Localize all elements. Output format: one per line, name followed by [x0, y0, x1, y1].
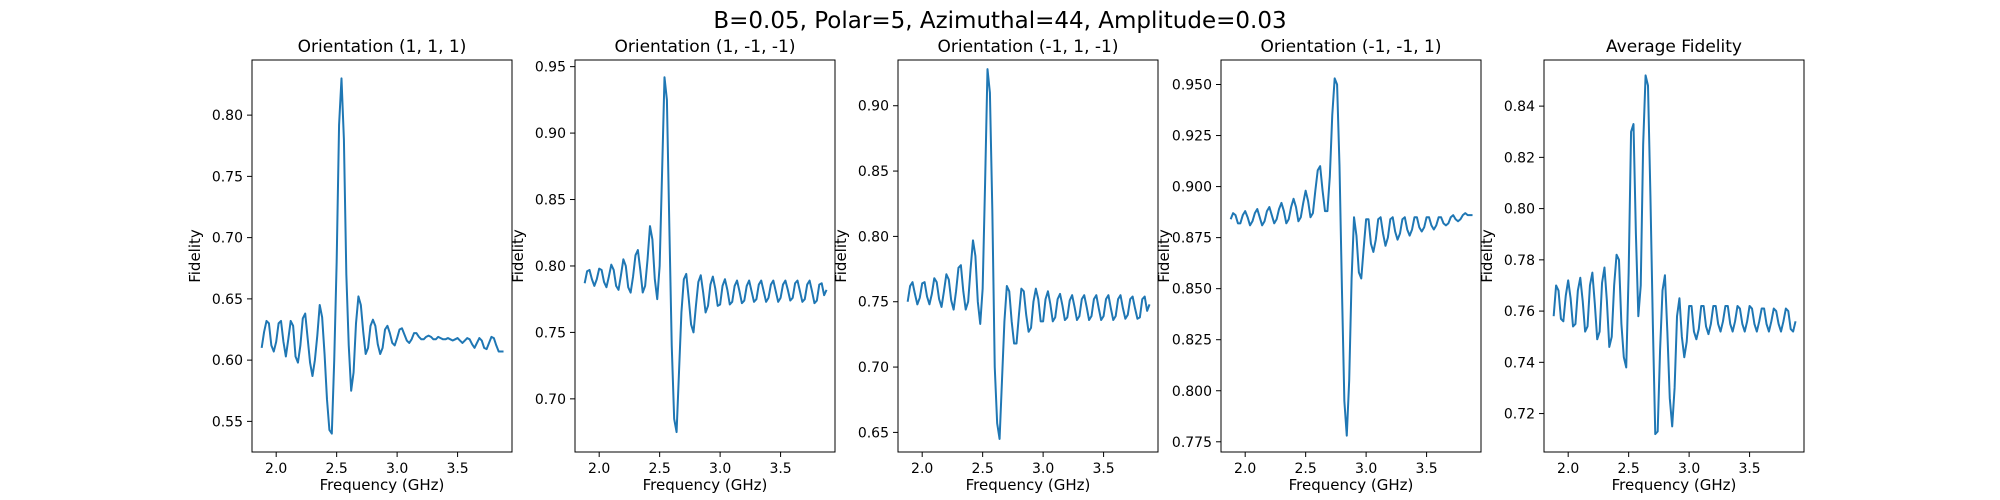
x-axis-label: Frequency (GHz): [1289, 476, 1414, 494]
y-tick-label: 0.75: [858, 295, 889, 311]
x-tick-label: 2.0: [1557, 461, 1579, 477]
y-tick-label: 0.90: [858, 99, 889, 115]
x-tick-label: 3.5: [446, 461, 468, 477]
x-axis-label: Frequency (GHz): [643, 476, 768, 494]
y-axis-label: Fidelity: [1478, 229, 1496, 283]
x-tick-label: 2.5: [649, 461, 671, 477]
fidelity-series-line: [260, 77, 504, 435]
x-tick-label: 2.0: [588, 461, 610, 477]
y-tick-label: 0.825: [1172, 333, 1212, 349]
x-tick-label: 2.5: [326, 461, 348, 477]
y-tick-label: 0.82: [1504, 150, 1535, 166]
axes-frame: [897, 59, 1159, 453]
fidelity-series-line: [1229, 77, 1473, 437]
y-tick-label: 0.65: [858, 425, 889, 441]
y-tick-label: 0.875: [1172, 231, 1212, 247]
axes-frame: [1543, 59, 1805, 453]
y-tick-label: 0.850: [1172, 282, 1212, 298]
y-tick-label: 0.84: [1504, 99, 1535, 115]
x-axis-label: Frequency (GHz): [320, 476, 445, 494]
x-tick-label: 3.5: [769, 461, 791, 477]
x-tick-label: 3.0: [1678, 461, 1700, 477]
x-tick-label: 2.5: [972, 461, 994, 477]
subplot-title: Average Fidelity: [1606, 37, 1742, 57]
y-tick-label: 0.76: [1504, 304, 1535, 320]
axes-frame: [574, 59, 836, 453]
x-tick-label: 3.0: [1032, 461, 1054, 477]
x-tick-label: 3.5: [1738, 461, 1760, 477]
y-axis-label: Fidelity: [509, 229, 527, 283]
y-tick-label: 0.85: [535, 193, 566, 209]
y-tick-label: 0.70: [212, 231, 243, 247]
y-tick-label: 0.75: [535, 325, 566, 341]
fidelity-series-line: [583, 76, 828, 434]
y-tick-label: 0.80: [858, 229, 889, 245]
x-axis-label: Frequency (GHz): [966, 476, 1091, 494]
y-tick-label: 0.65: [212, 292, 243, 308]
y-tick-label: 0.70: [858, 360, 889, 376]
x-tick-label: 3.0: [1355, 461, 1377, 477]
y-tick-label: 0.925: [1172, 129, 1212, 145]
subplot-title: Orientation (1, 1, 1): [298, 37, 467, 57]
y-tick-label: 0.75: [212, 169, 243, 185]
x-tick-label: 2.5: [1295, 461, 1317, 477]
y-axis-label: Fidelity: [1155, 229, 1173, 283]
y-tick-label: 0.950: [1172, 78, 1212, 94]
subplots: 2.0 2.5 3.0 3.5 0.55 0.60 0.65 0.70 0.75 0.80 Orie…: [186, 37, 1805, 494]
fidelity-series-line: [906, 68, 1151, 440]
x-tick-label: 3.0: [386, 461, 408, 477]
y-axis-label: Fidelity: [832, 229, 850, 283]
subplot-3: 2.0 2.5 3.0 3.5 0.65 0.70 0.75 0.80 0.85 0.90 Orie…: [832, 37, 1159, 494]
y-tick-label: 0.95: [535, 60, 566, 76]
x-tick-label: 3.5: [1415, 461, 1437, 477]
subplot-4: 2.0 2.5 3.0 3.5 0.775 0.800 0.825 0.850 0.875 0.9…: [1155, 37, 1482, 494]
subplot-1: 2.0 2.5 3.0 3.5 0.55 0.60 0.65 0.70 0.75 0.80 Orie…: [186, 37, 513, 494]
x-tick-label: 2.0: [911, 461, 933, 477]
y-tick-label: 0.900: [1172, 180, 1212, 196]
x-tick-label: 2.0: [1234, 461, 1256, 477]
y-tick-label: 0.72: [1504, 407, 1535, 423]
y-tick-label: 0.80: [535, 259, 566, 275]
y-axis-label: Fidelity: [186, 229, 204, 283]
subplot-title: Orientation (-1, -1, 1): [1261, 37, 1442, 57]
axes-frame: [1220, 59, 1482, 453]
subplot-title: Orientation (1, -1, -1): [615, 37, 796, 57]
y-tick-label: 0.775: [1172, 435, 1212, 451]
y-tick-label: 0.90: [535, 126, 566, 142]
y-tick-label: 0.55: [212, 414, 243, 430]
x-tick-label: 2.0: [265, 461, 287, 477]
y-tick-label: 0.85: [858, 164, 889, 180]
axes-frame: [251, 59, 513, 453]
y-tick-label: 0.60: [212, 353, 243, 369]
x-tick-label: 2.5: [1618, 461, 1640, 477]
y-tick-label: 0.80: [1504, 202, 1535, 218]
subplot-5: 2.0 2.5 3.0 3.5 0.72 0.74 0.76 0.78 0.80 0.82 0.84…: [1478, 37, 1805, 494]
y-tick-label: 0.70: [535, 392, 566, 408]
x-axis-label: Frequency (GHz): [1612, 476, 1737, 494]
y-tick-label: 0.78: [1504, 253, 1535, 269]
fidelity-series-line: [1552, 74, 1797, 436]
y-tick-label: 0.800: [1172, 384, 1212, 400]
y-tick-label: 0.74: [1504, 355, 1535, 371]
subplot-2: 2.0 2.5 3.0 3.5 0.70 0.75 0.80 0.85 0.90 0.95 Orie…: [509, 37, 836, 494]
figure-suptitle: B=0.05, Polar=5, Azimuthal=44, Amplitude…: [713, 8, 1286, 34]
x-tick-label: 3.5: [1092, 461, 1114, 477]
y-tick-label: 0.80: [212, 108, 243, 124]
x-tick-label: 3.0: [709, 461, 731, 477]
subplot-title: Orientation (-1, 1, -1): [938, 37, 1119, 57]
